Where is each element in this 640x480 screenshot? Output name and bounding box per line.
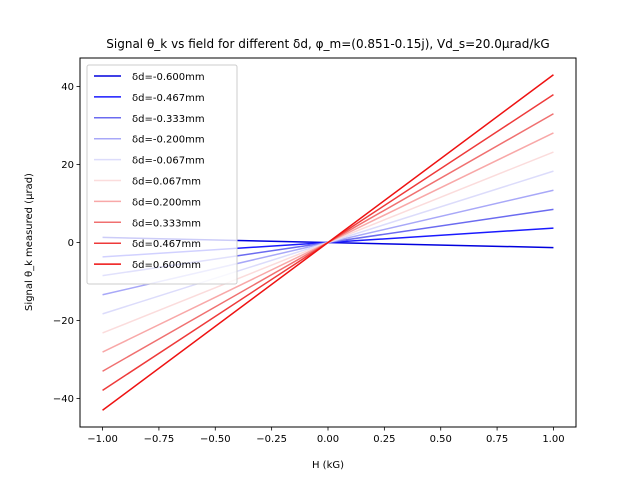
x-tick-label: −0.75 xyxy=(144,434,175,445)
chart-title: Signal θ_k vs field for different δd, φ_… xyxy=(106,37,549,51)
x-tick-label: −1.00 xyxy=(87,434,118,445)
legend-label: δd=-0.333mm xyxy=(132,114,205,125)
y-tick-label: 0 xyxy=(68,238,74,249)
y-axis-title: Signal θ_k measured (μrad) xyxy=(24,173,35,311)
x-tick-label: −0.50 xyxy=(200,434,231,445)
y-tick-label: 40 xyxy=(61,82,74,93)
y-tick-label: −40 xyxy=(53,394,74,405)
x-tick-label: 0.00 xyxy=(317,434,339,445)
legend-label: δd=-0.067mm xyxy=(132,156,205,167)
y-axis: −40 −20 0 20 40 xyxy=(53,82,80,405)
x-tick-label: 0.50 xyxy=(430,434,452,445)
x-tick-label: 1.00 xyxy=(542,434,564,445)
x-tick-label: −0.25 xyxy=(256,434,287,445)
legend-label: δd=-0.200mm xyxy=(132,135,205,146)
x-tick-label: 0.25 xyxy=(373,434,395,445)
legend: δd=-0.600mm δd=-0.467mm δd=-0.333mm δd=-0.2… xyxy=(86,64,238,285)
legend-box xyxy=(86,64,238,285)
legend-label: δd=0.333mm xyxy=(132,218,201,229)
legend-label: δd=0.067mm xyxy=(132,177,201,188)
y-tick-label: 20 xyxy=(61,160,74,171)
series-line-9 xyxy=(102,74,554,411)
legend-label: δd=0.600mm xyxy=(132,260,201,271)
legend-label: δd=-0.600mm xyxy=(132,72,205,83)
x-axis: −1.00 −0.75 −0.50 −0.25 0.00 0.25 0.50 0.75 1.00 xyxy=(87,427,565,445)
x-tick-label: 0.75 xyxy=(486,434,508,445)
legend-label: δd=0.467mm xyxy=(132,239,201,250)
legend-label: δd=0.200mm xyxy=(132,197,201,208)
legend-label: δd=-0.467mm xyxy=(132,93,205,104)
x-axis-title: H (kG) xyxy=(312,460,344,471)
y-tick-label: −20 xyxy=(53,316,74,327)
